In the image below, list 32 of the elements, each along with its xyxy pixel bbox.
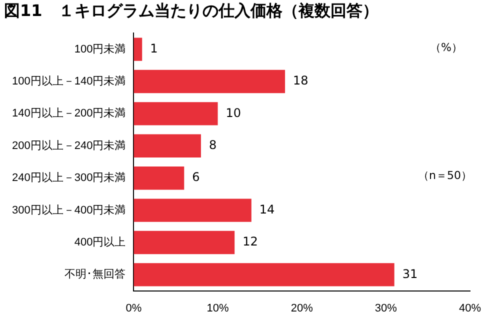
y-tick-label: 400円以上 — [74, 236, 126, 249]
x-tick-label: 10% — [206, 302, 229, 314]
y-tick-label: 300円以上－400円未満 — [12, 203, 126, 216]
bar — [134, 166, 184, 190]
y-tick-label: 200円以上－240円未満 — [12, 138, 126, 152]
x-tick-label: 40% — [458, 302, 482, 314]
bar — [134, 198, 252, 222]
data-label: 6 — [192, 170, 200, 184]
y-tick-label: 不明･無回答 — [64, 268, 126, 281]
chart-title: 図11 １キログラム当たりの仕入価格（複数回答） — [4, 0, 378, 20]
y-tick-label: 100円未満 — [74, 42, 126, 56]
data-label: 1 — [150, 41, 158, 56]
data-label: 12 — [242, 234, 258, 249]
data-label: 10 — [226, 106, 242, 120]
x-tick-label: 0% — [126, 302, 142, 314]
data-label: 31 — [402, 266, 418, 281]
y-tick-label: 240円以上－300円未満 — [12, 171, 126, 184]
bar — [134, 70, 286, 94]
data-label: 8 — [208, 138, 217, 152]
x-tick-label: 30% — [374, 302, 398, 314]
data-label: 18 — [293, 74, 308, 88]
bar — [134, 230, 235, 254]
annotation: （n＝50） — [418, 168, 472, 183]
x-tick-label: 20% — [290, 302, 314, 314]
data-label: 14 — [259, 202, 275, 216]
y-tick-label: 100円以上－140円未満 — [12, 74, 126, 88]
bar — [134, 102, 218, 126]
annotation: （%） — [430, 40, 462, 55]
bar — [134, 263, 394, 286]
bar — [134, 134, 201, 158]
y-tick-label: 140円以上－200円未満 — [12, 106, 126, 120]
bar — [134, 38, 142, 61]
